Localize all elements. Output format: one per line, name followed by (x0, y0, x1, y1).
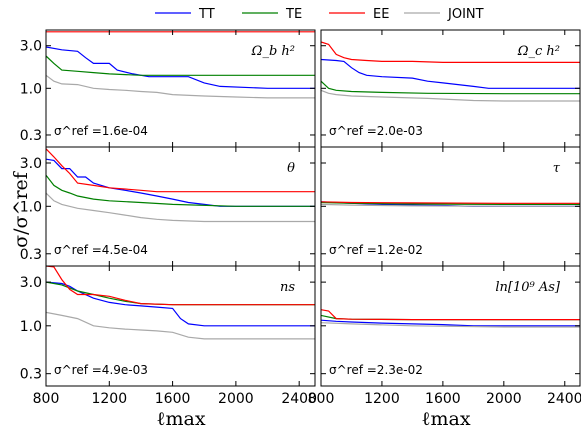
x-tick-label: 1600 (425, 391, 461, 407)
x-tick-label: 2000 (486, 391, 522, 407)
series-line-te (46, 174, 315, 207)
y-tick-label: 0.3 (20, 247, 42, 263)
panel-2: Ω_c h² σ^ref =2.0e-03 (320, 29, 581, 148)
y-tick-label: 1.0 (20, 81, 42, 97)
x-axis-title-left: ℓmax (156, 408, 205, 430)
x-tick-label: 2400 (281, 391, 317, 407)
axis-titles: σ/σ^ref ℓmax ℓmax (10, 170, 471, 430)
series-line-joint (46, 74, 315, 99)
series-line-tt (321, 58, 580, 89)
panel-5: 0.3 1.0 3.0 800 1200 1600 2000 2400 ns σ^ref =4.9… (20, 265, 317, 407)
series-line-te (46, 281, 315, 306)
y-tick-label: 3.0 (20, 156, 42, 172)
x-tick-label: 1600 (155, 391, 191, 407)
sigma-ref-label: σ^ref =1.6e-04 (54, 124, 148, 138)
sigma-ref-label: σ^ref =2.0e-03 (329, 124, 423, 138)
y-tick-label: 1.0 (20, 319, 42, 335)
series-line-te (321, 201, 580, 205)
x-tick-label: 2400 (547, 391, 581, 407)
sigma-ref-label: σ^ref =1.2e-02 (329, 243, 423, 257)
x-tick-label: 1200 (364, 391, 400, 407)
y-tick-label: 0.3 (20, 128, 42, 144)
parameter-label: θ (287, 161, 295, 176)
panel-6: 800 1200 1600 2000 2400 ln[10⁹ As] σ^ref =2.3e… (308, 265, 581, 407)
series-line-joint (321, 203, 580, 207)
legend-label-joint: JOINT (447, 7, 484, 22)
legend-label-te: TE (285, 7, 302, 22)
parameter-label: Ω_b h² (251, 44, 295, 59)
y-axis-title: σ/σ^ref (10, 170, 32, 248)
series-line-joint (321, 322, 580, 328)
x-tick-label: 1200 (91, 391, 127, 407)
sigma-ref-label: σ^ref =4.5e-04 (54, 243, 148, 257)
sigma-ref-label: σ^ref =4.9e-03 (54, 363, 148, 377)
series-line-joint (46, 311, 315, 340)
panel-4: τ σ^ref =1.2e-02 (320, 146, 581, 267)
series-line-tt (321, 319, 580, 327)
panel-3: 0.3 1.0 3.0 θ σ^ref =4.5e-04 (20, 146, 316, 267)
legend-label-ee: EE (373, 7, 389, 22)
panel-1: 0.3 1.0 3.0 Ω_b h² σ^ref =1.6e-04 (20, 29, 316, 148)
y-tick-label: 0.3 (20, 367, 42, 383)
series-line-ee (321, 309, 580, 321)
legend-label-tt: TT (198, 7, 215, 22)
series-line-ee (46, 148, 315, 193)
parameter-label: ns (280, 280, 295, 295)
x-tick-label: 800 (308, 391, 335, 407)
series-line-ee (321, 41, 580, 64)
series-line-tt (46, 46, 315, 89)
series-line-joint (46, 192, 315, 223)
series-line-te (46, 55, 315, 76)
parameter-label: ln[10⁹ As] (495, 280, 561, 295)
parameter-label: τ (553, 161, 561, 176)
parameter-label: Ω_c h² (517, 44, 560, 59)
y-tick-label: 3.0 (20, 275, 42, 291)
series-line-ee (46, 266, 315, 306)
series-line-tt (46, 158, 315, 207)
series-line-joint (321, 89, 580, 102)
legend: TT TE EE JOINT (155, 7, 484, 22)
series-line-ee (321, 201, 580, 204)
y-tick-label: 3.0 (20, 39, 42, 55)
x-tick-label: 2000 (218, 391, 254, 407)
y-tick-label: 1.0 (20, 199, 42, 215)
x-tick-label: 800 (33, 391, 60, 407)
series-line-te (321, 80, 580, 95)
series-line-tt (46, 281, 315, 327)
x-axis-title-right: ℓmax (421, 408, 470, 430)
panels: 0.3 1.0 3.0 Ω_b h² σ^ref =1.6e-04 Ω_c h² σ^ref… (20, 29, 581, 407)
sigma-ref-label: σ^ref =2.3e-02 (329, 363, 423, 377)
